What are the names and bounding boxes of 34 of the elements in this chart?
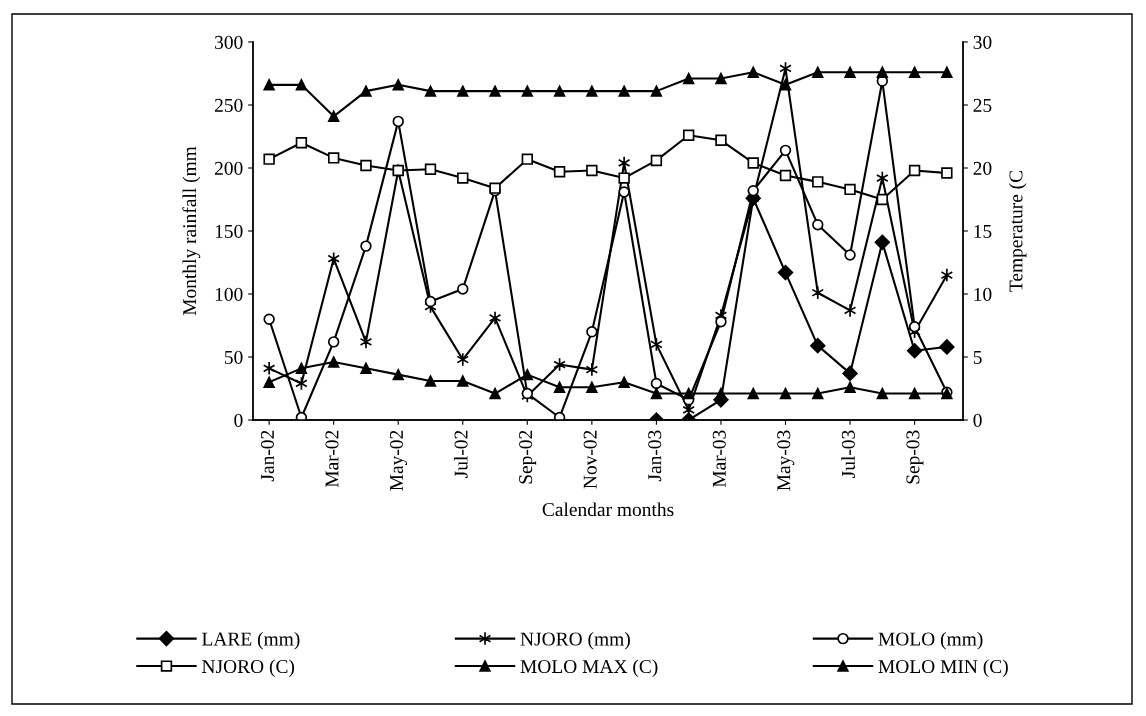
x-tick-label: Nov-02	[583, 430, 597, 489]
y2-tick-label: 25	[973, 98, 992, 112]
x-tick-label: Jan-03	[648, 430, 662, 482]
legend-label: MOLO (mm)	[878, 631, 983, 650]
legend-label: NJORO (C)	[202, 659, 295, 678]
y2-tick-label: 5	[973, 351, 982, 364]
y-tick-label: 200	[214, 161, 243, 175]
y-tick-label: 250	[214, 98, 243, 112]
x-tick-label: Jul-03	[841, 430, 855, 478]
x-tick-label: Jan-02	[260, 430, 274, 482]
y2-tick-label: 10	[974, 287, 992, 301]
x-tick-label: May-03	[777, 430, 795, 491]
y2-tick-label: 20	[973, 161, 992, 175]
x-tick-label: Jul-02	[453, 430, 468, 478]
x-tick-label: Sep-03	[906, 430, 924, 484]
legend-label: NJORO (mm)	[520, 631, 630, 650]
y2-axis-title: Temperature (C	[1008, 170, 1027, 292]
y2-tick-label: 0	[973, 413, 982, 427]
x-axis-title: Calendar months	[542, 502, 674, 517]
x-tick-label: May-02	[389, 430, 408, 491]
x-tick-label: Mar-03	[712, 430, 726, 488]
y-tick-label: 100	[215, 287, 243, 301]
legend-label: MOLO MAX (C)	[520, 659, 658, 678]
y2-tick-label: 15	[974, 224, 992, 238]
y-axis-title: Monthly rainfall (mm	[182, 146, 201, 316]
legend-label: LARE (mm)	[202, 631, 300, 650]
y-tick-label: 150	[215, 224, 243, 238]
x-tick-label: Mar-02	[325, 430, 339, 488]
legend-label: MOLO MIN (C)	[878, 659, 1008, 678]
y-tick-label: 300	[215, 35, 243, 49]
y-tick-label: 50	[224, 350, 243, 364]
y2-tick-label: 30	[973, 35, 992, 49]
y-tick-label: 0	[234, 413, 243, 427]
x-tick-label: Sep-02	[519, 430, 537, 484]
